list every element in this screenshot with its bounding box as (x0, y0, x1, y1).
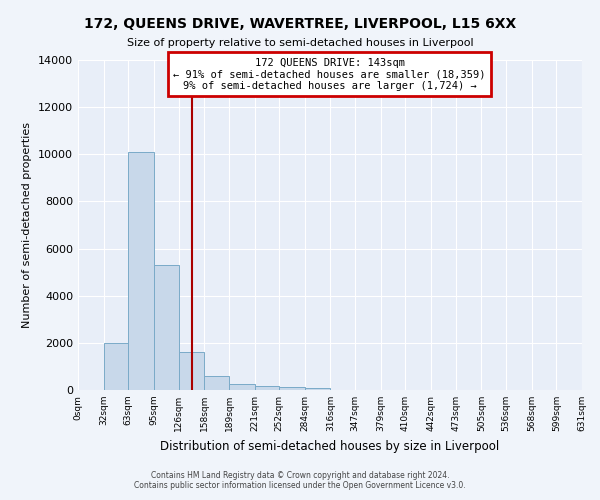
Bar (305, 388, 331, 390)
Text: 172 QUEENS DRIVE: 143sqm
← 91% of semi-detached houses are smaller (18,359)
9% o: 172 QUEENS DRIVE: 143sqm ← 91% of semi-d… (173, 58, 486, 90)
Text: 172, QUEENS DRIVE, WAVERTREE, LIVERPOOL, L15 6XX: 172, QUEENS DRIVE, WAVERTREE, LIVERPOOL,… (84, 18, 516, 32)
Text: Contains HM Land Registry data © Crown copyright and database right 2024.
Contai: Contains HM Land Registry data © Crown c… (134, 470, 466, 490)
Text: Size of property relative to semi-detached houses in Liverpool: Size of property relative to semi-detach… (127, 38, 473, 48)
Bar (254, 386, 279, 390)
Bar (154, 265, 179, 390)
Bar (229, 384, 254, 390)
Bar (279, 388, 305, 390)
X-axis label: Distribution of semi-detached houses by size in Liverpool: Distribution of semi-detached houses by … (160, 440, 500, 452)
Bar (179, 352, 204, 390)
Bar (104, 343, 128, 390)
Bar (204, 376, 229, 390)
Bar (128, 152, 154, 390)
Y-axis label: Number of semi-detached properties: Number of semi-detached properties (22, 122, 32, 328)
